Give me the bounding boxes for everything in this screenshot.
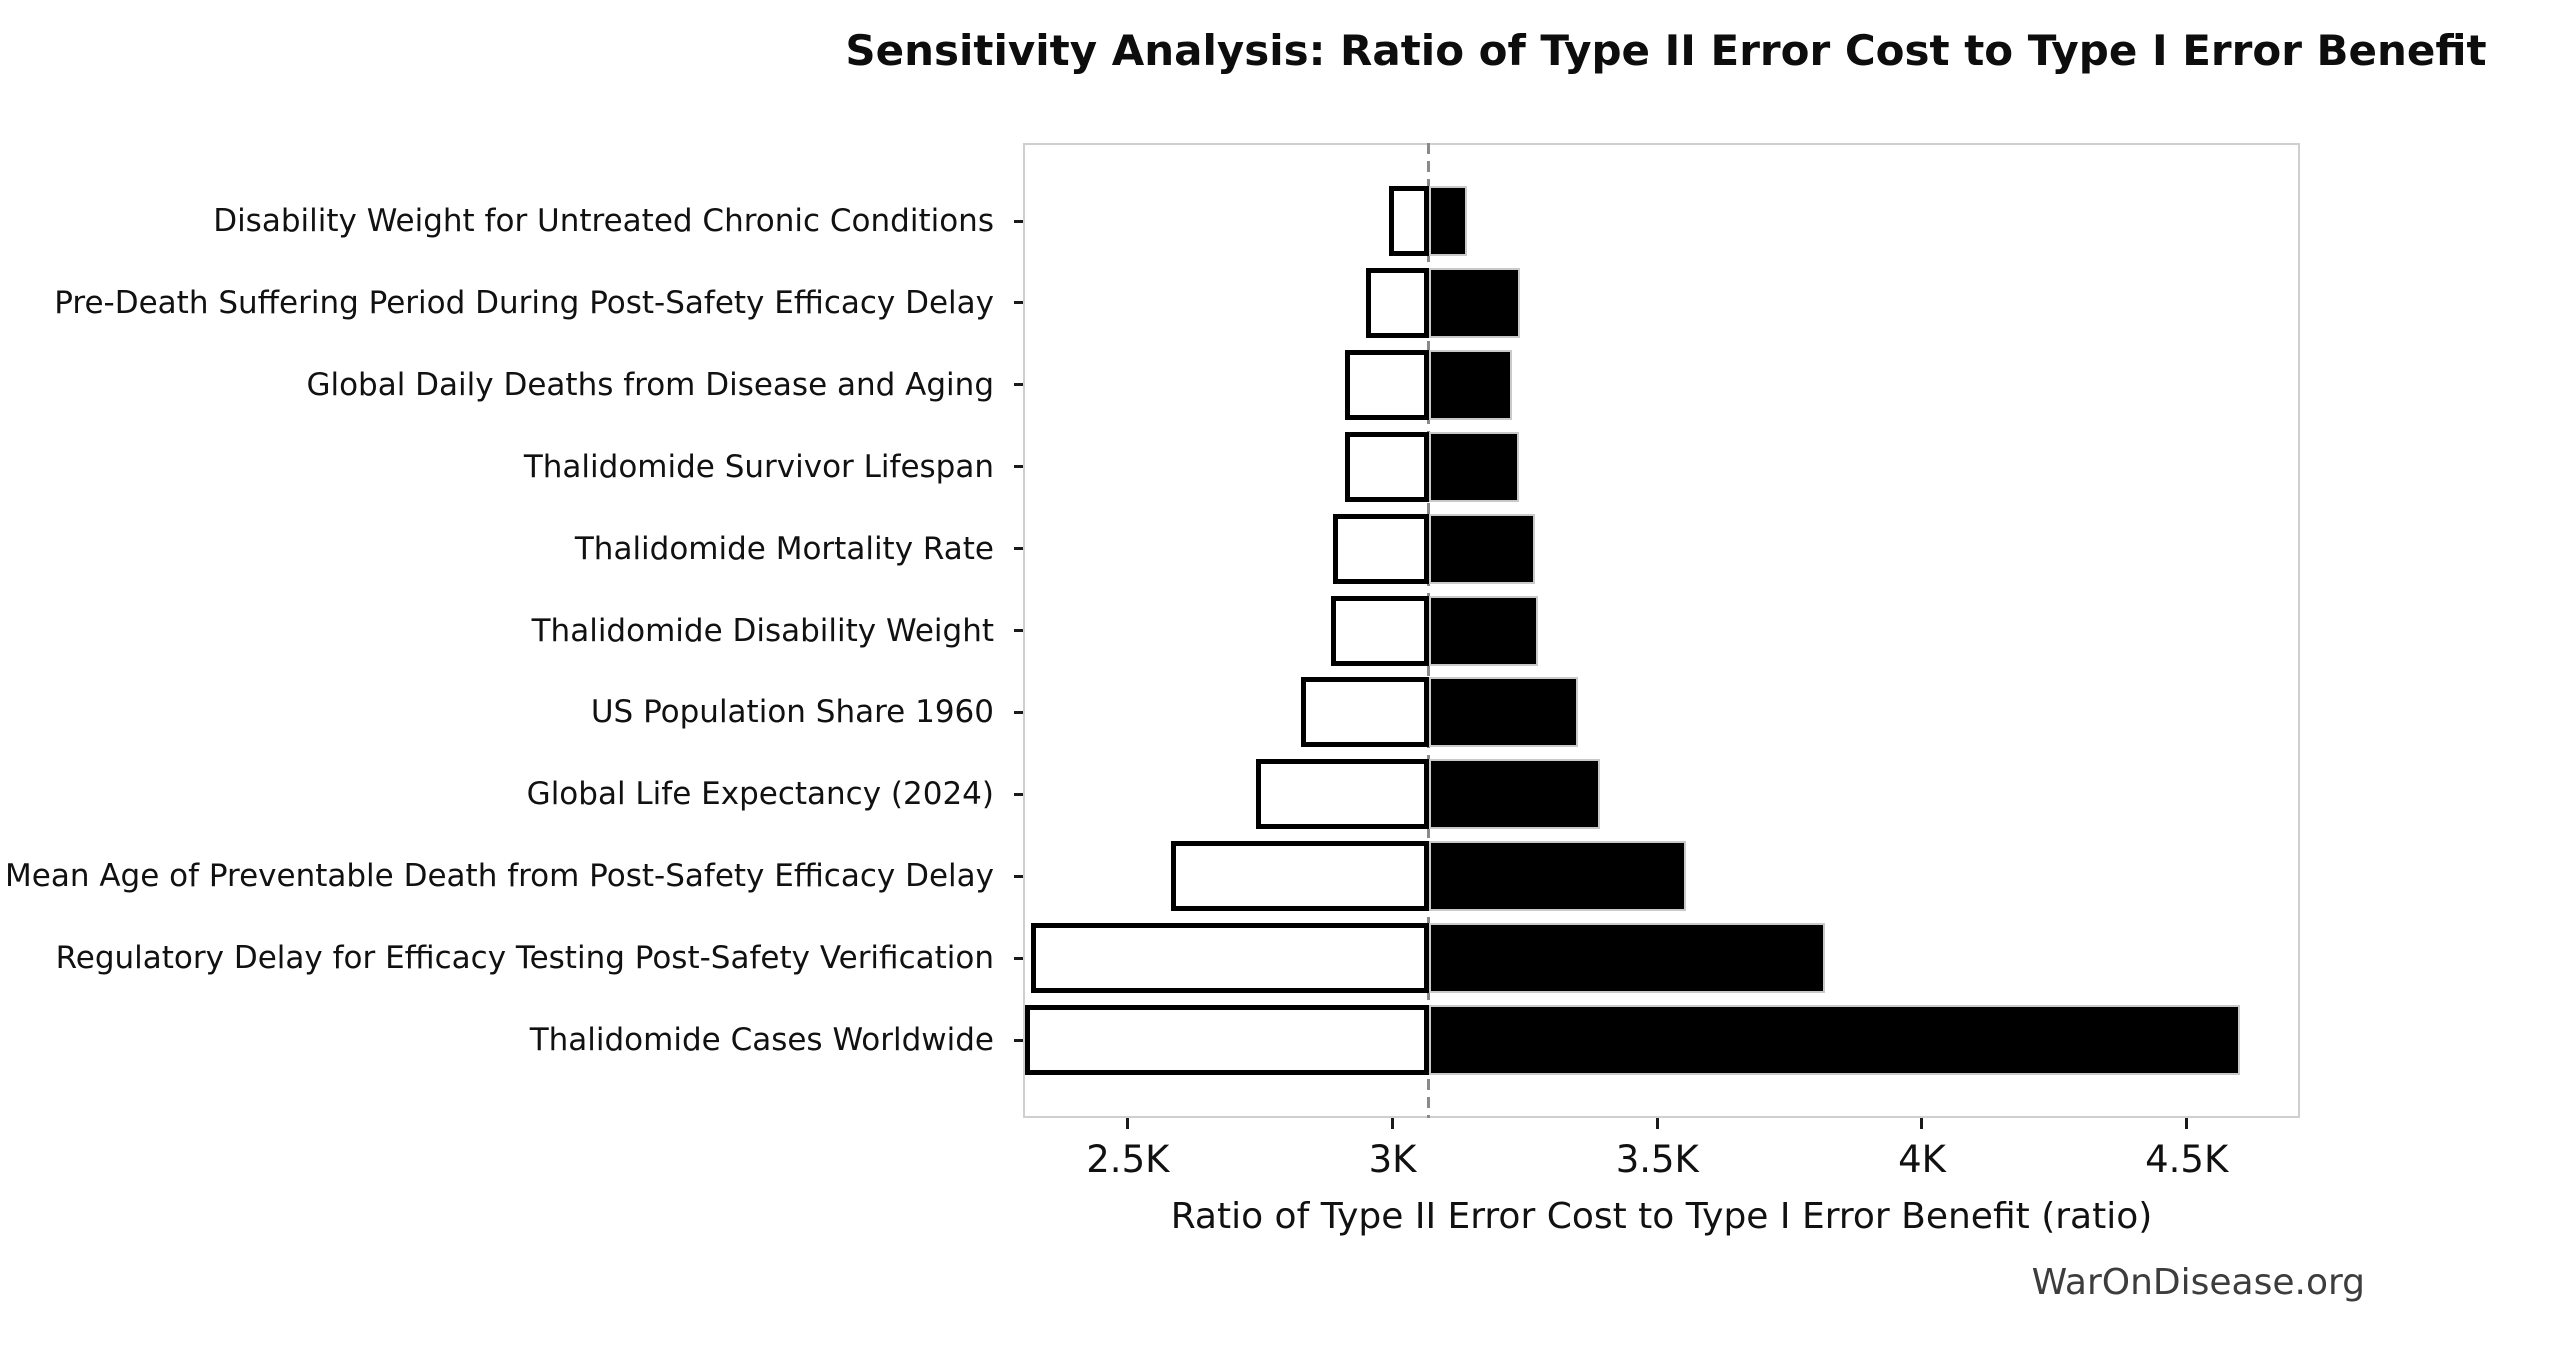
- x-axis-title: Ratio of Type II Error Cost to Type I Er…: [1170, 1196, 2153, 1237]
- y-tick: [1014, 710, 1023, 714]
- plot-area: [1023, 143, 2300, 1118]
- y-tick: [1014, 219, 1023, 223]
- bar-high: [1428, 841, 1686, 912]
- y-tick: [1014, 629, 1023, 632]
- y-tick: [1014, 383, 1023, 387]
- x-tick: [1655, 1118, 1659, 1129]
- y-tick-label: US Population Share 1960: [590, 694, 994, 731]
- watermark-text: WarOnDisease.org: [2031, 1262, 2365, 1303]
- y-tick: [1014, 956, 1023, 960]
- bar-low: [1256, 759, 1429, 830]
- y-tick: [1014, 301, 1023, 305]
- bar-low: [1031, 923, 1429, 994]
- x-tick-label: 4.5K: [2145, 1138, 2229, 1181]
- bar-high: [1428, 1005, 2241, 1075]
- y-tick-label: Pre-Death Suffering Period During Post-S…: [54, 284, 994, 321]
- bar-high: [1428, 923, 1826, 994]
- y-tick: [1014, 547, 1023, 551]
- y-tick: [1014, 874, 1023, 878]
- y-tick-label: Thalidomide Disability Weight: [531, 612, 994, 649]
- bar-low: [1330, 595, 1429, 666]
- bar-low: [1365, 267, 1429, 338]
- x-tick: [1391, 1118, 1395, 1129]
- x-tick: [2185, 1118, 2189, 1129]
- bar-low: [1300, 677, 1429, 748]
- y-tick: [1014, 465, 1023, 469]
- y-tick-label: Thalidomide Cases Worldwide: [529, 1022, 994, 1058]
- x-tick: [1920, 1118, 1924, 1129]
- chart-title: Sensitivity Analysis: Ratio of Type II E…: [845, 26, 2487, 75]
- bar-low: [1345, 431, 1429, 502]
- bar-low: [1388, 186, 1429, 256]
- bar-high: [1428, 267, 1520, 338]
- bar-low: [1344, 349, 1429, 420]
- y-tick: [1014, 792, 1023, 796]
- bar-high: [1428, 431, 1520, 502]
- y-tick: [1014, 1038, 1023, 1042]
- x-tick-label: 3.5K: [1615, 1138, 1699, 1181]
- bar-low: [1024, 1005, 1429, 1075]
- bar-high: [1428, 186, 1467, 256]
- y-tick-label: Global Daily Deaths from Disease and Agi…: [306, 366, 994, 403]
- y-tick-label: Regulatory Delay for Efficacy Testing Po…: [55, 940, 994, 977]
- bar-low: [1333, 513, 1429, 584]
- y-tick-label: Global Life Expectancy (2024): [526, 776, 994, 813]
- bar-low: [1170, 841, 1429, 912]
- x-tick: [1126, 1118, 1130, 1129]
- x-tick-label: 2.5K: [1086, 1138, 1170, 1181]
- bar-high: [1428, 677, 1579, 748]
- x-tick-label: 3K: [1368, 1138, 1417, 1181]
- x-tick-label: 4K: [1898, 1138, 1946, 1181]
- bar-high: [1428, 595, 1539, 666]
- bar-high: [1428, 513, 1535, 584]
- y-tick-label: Disability Weight for Untreated Chronic …: [213, 203, 994, 239]
- y-tick-label: Thalidomide Survivor Lifespan: [523, 448, 994, 485]
- bar-high: [1428, 349, 1513, 420]
- bar-high: [1428, 759, 1600, 830]
- y-tick-label: Mean Age of Preventable Death from Post-…: [5, 858, 994, 895]
- y-tick-label: Thalidomide Mortality Rate: [574, 530, 994, 567]
